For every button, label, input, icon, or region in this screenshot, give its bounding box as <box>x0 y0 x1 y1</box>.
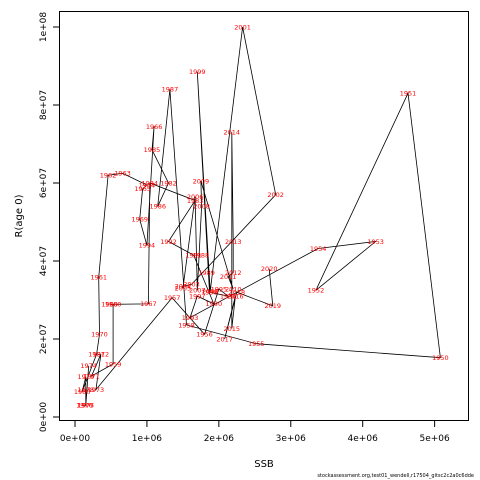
point-label-2018: 2018 <box>229 289 246 297</box>
y-axis: 0e+00 2e+07 4e+07 6e+07 8e+07 1e+08 <box>39 12 60 433</box>
point-label-1970: 1970 <box>91 331 108 339</box>
point-label-1980: 1980 <box>74 388 91 396</box>
point-label-2012: 2012 <box>225 269 242 277</box>
stock-recruitment-path <box>81 26 441 406</box>
x-axis-title: SSB <box>254 459 274 470</box>
point-label-2013: 2013 <box>225 238 242 246</box>
point-label-1999: 1999 <box>189 68 206 76</box>
y-axis-title: R(age 0) <box>14 194 25 237</box>
point-label-1961: 1961 <box>90 274 107 282</box>
point-label-1993: 1993 <box>182 314 199 322</box>
y-tick-label: 4e+07 <box>39 246 49 276</box>
point-label-1962: 1962 <box>100 172 117 180</box>
point-label-2006: 2006 <box>187 193 204 201</box>
point-label-1989: 1989 <box>198 269 215 277</box>
point-labels: 1950 1951 1952 1953 1954 1955 1956 1957 1958 1959… <box>74 23 449 409</box>
point-label-1976: 1976 <box>76 402 93 410</box>
point-label-1972: 1972 <box>93 351 110 359</box>
point-label-1955: 1955 <box>248 340 265 348</box>
point-label-2008: 2008 <box>193 203 210 211</box>
point-label-2014: 2014 <box>224 129 241 137</box>
point-label-2019: 2019 <box>265 302 282 310</box>
point-label-1978: 1978 <box>78 386 95 394</box>
x-axis: 0e+00 1e+06 2e+06 3e+06 4e+06 5e+06 <box>60 420 450 444</box>
point-label-2017: 2017 <box>216 335 233 343</box>
y-tick-label: 2e+07 <box>39 324 49 354</box>
point-label-1987: 1987 <box>162 86 179 94</box>
y-tick-label: 0e+00 <box>39 402 49 433</box>
point-label-1982: 1982 <box>160 179 177 187</box>
point-label-1979: 1979 <box>78 373 95 381</box>
point-label-2003: 2003 <box>183 281 200 289</box>
point-label-2010: 2010 <box>225 285 242 293</box>
point-label-1958: 1958 <box>178 321 195 329</box>
point-label-1967: 1967 <box>140 300 157 308</box>
point-label-2001: 2001 <box>234 23 251 31</box>
point-label-1963: 1963 <box>114 170 131 178</box>
point-label-1952: 1952 <box>308 287 325 295</box>
point-label-2011: 2011 <box>220 273 237 281</box>
point-label-1975: 1975 <box>78 402 95 410</box>
point-label-1964: 1964 <box>139 181 156 189</box>
x-tick-label: 2e+06 <box>204 434 235 444</box>
y-tick-label: 6e+07 <box>39 168 49 198</box>
point-label-1991: 1991 <box>185 251 202 259</box>
point-label-1969: 1969 <box>131 216 148 224</box>
point-label-1953: 1953 <box>367 238 384 246</box>
point-label-2007: 2007 <box>189 287 206 295</box>
point-label-1990: 1990 <box>206 300 223 308</box>
point-label-2020: 2020 <box>261 265 278 273</box>
x-tick-label: 0e+00 <box>60 434 91 444</box>
point-label-1965: 1965 <box>134 185 151 193</box>
point-label-1984: 1984 <box>142 179 159 187</box>
point-label-1957: 1957 <box>164 294 181 302</box>
point-label-1994: 1994 <box>139 242 156 250</box>
point-label-2000: 2000 <box>202 288 219 296</box>
footer-caption: stockassessment.org,test01_wendell,r1750… <box>317 473 474 479</box>
point-label-1974: 1974 <box>80 362 97 370</box>
x-tick-label: 4e+06 <box>348 434 379 444</box>
point-label-2009: 2009 <box>193 177 210 185</box>
point-label-1992: 1992 <box>160 238 177 246</box>
point-label-1996: 1996 <box>220 292 237 300</box>
point-label-2015: 2015 <box>224 325 241 333</box>
point-label-2005: 2005 <box>175 285 192 293</box>
point-label-2016: 2016 <box>227 292 244 300</box>
y-tick-label: 1e+08 <box>39 12 49 43</box>
point-label-1997: 1997 <box>189 292 206 300</box>
point-label-1956: 1956 <box>196 331 213 339</box>
point-label-1998: 1998 <box>201 289 218 297</box>
point-label-1966: 1966 <box>146 123 163 131</box>
x-tick-label: 5e+06 <box>419 434 450 444</box>
point-label-1968: 1968 <box>101 301 118 309</box>
point-label-1977: 1977 <box>78 402 95 410</box>
point-label-1988: 1988 <box>193 251 210 259</box>
point-label-1960: 1960 <box>105 301 122 309</box>
point-label-1985: 1985 <box>144 146 161 154</box>
point-label-1954: 1954 <box>310 245 327 253</box>
point-label-1973: 1973 <box>88 386 105 394</box>
point-label-1981: 1981 <box>88 351 105 359</box>
point-label-1983: 1983 <box>187 197 204 205</box>
point-label-1959: 1959 <box>105 360 122 368</box>
point-label-1986: 1986 <box>149 203 166 211</box>
point-label-2002: 2002 <box>267 191 284 199</box>
x-tick-label: 1e+06 <box>132 434 163 444</box>
point-label-2004: 2004 <box>175 283 192 291</box>
point-label-1971: 1971 <box>83 372 100 380</box>
point-label-1951: 1951 <box>400 90 417 98</box>
point-label-1995: 1995 <box>211 285 228 293</box>
x-tick-label: 3e+06 <box>276 434 307 444</box>
y-tick-label: 8e+07 <box>39 90 49 120</box>
point-label-1950: 1950 <box>432 354 449 362</box>
